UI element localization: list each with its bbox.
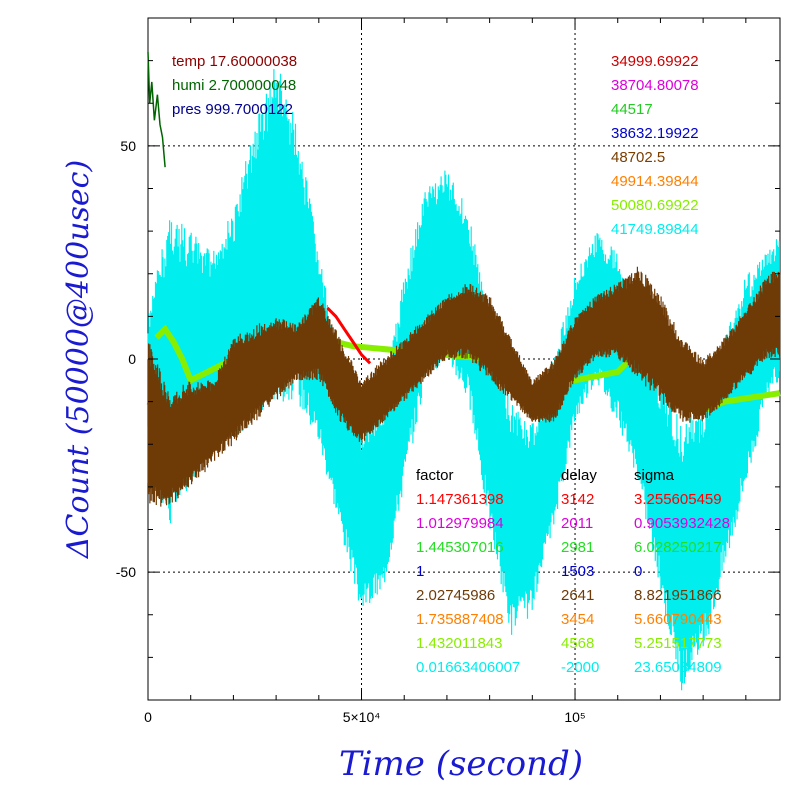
factor-value: 1.735887408 (416, 611, 504, 628)
mean-value: 41749.89844 (611, 221, 699, 238)
env-label: pres 999.7000122 (172, 101, 293, 118)
y-tick-label: -50 (116, 564, 136, 580)
factor-value: 1.012979984 (416, 515, 504, 532)
axis-ticks: 0 5×10⁴ 10⁵ 50 0 -50 (116, 18, 780, 725)
x-tick-label: 0 (144, 709, 152, 725)
delay-value: 3454 (561, 611, 594, 628)
sigma-value: 0.9053932428 (634, 515, 730, 532)
delay-value: 2641 (561, 587, 594, 604)
factor-value: 2.02745986 (416, 587, 495, 604)
x-axis-title: Time (second) (339, 744, 583, 784)
delay-value: 2981 (561, 539, 594, 556)
sigma-value: 8.821951866 (634, 587, 722, 604)
sigma-value: 0 (634, 563, 642, 580)
y-axis-title: ΔCount (50000@400usec) (61, 160, 96, 559)
y-tick-label: 50 (120, 138, 136, 154)
table-header: sigma (634, 467, 675, 484)
mean-value: 50080.69922 (611, 197, 699, 214)
delay-value: 4568 (561, 635, 594, 652)
factor-value: 1.147361398 (416, 491, 504, 508)
sigma-value: 5.251517773 (634, 635, 722, 652)
delay-value: 3142 (561, 491, 594, 508)
x-tick-label: 5×10⁴ (343, 709, 381, 725)
mean-value: 34999.69922 (611, 53, 699, 70)
factor-value: 0.01663406007 (416, 659, 520, 676)
mean-value: 38704.80078 (611, 77, 699, 94)
table-header: factor (416, 467, 454, 484)
factor-value: 1.432011843 (416, 635, 502, 652)
factor-value: 1 (416, 563, 424, 580)
x-tick-label: 10⁵ (564, 709, 585, 725)
sigma-value: 5.660790443 (634, 611, 722, 628)
y-tick-label: 0 (128, 351, 136, 367)
factor-delay-sigma-table: factor delay sigma 1.147361398 3142 3.2556054… (416, 467, 730, 676)
mean-value: 49914.39844 (611, 173, 699, 190)
mean-value: 48702.5 (611, 149, 665, 166)
sigma-value: 23.65084809 (634, 659, 722, 676)
delay-value: 2011 (561, 515, 593, 532)
mean-value: 38632.19922 (611, 125, 699, 142)
series-red (326, 306, 372, 365)
sigma-value: 3.255605459 (634, 491, 722, 508)
sigma-value: 6.028250217 (634, 539, 722, 556)
series-brown (147, 266, 781, 507)
delay-value: 1503 (561, 563, 594, 580)
env-label: humi 2.700000048 (172, 77, 296, 94)
data-series-layer (146, 52, 781, 691)
delay-value: -2000 (561, 659, 599, 676)
factor-value: 1.445307016 (416, 539, 504, 556)
env-label: temp 17.60000038 (172, 53, 297, 70)
table-header: delay (561, 467, 597, 484)
mean-value: 44517 (611, 101, 653, 118)
environment-legend: temp 17.60000038 humi 2.700000048 pres 999… (172, 53, 297, 118)
mean-values-list: 34999.69922 38704.80078 44517 38632.19922 48… (611, 53, 699, 238)
series-humidity (147, 52, 166, 168)
